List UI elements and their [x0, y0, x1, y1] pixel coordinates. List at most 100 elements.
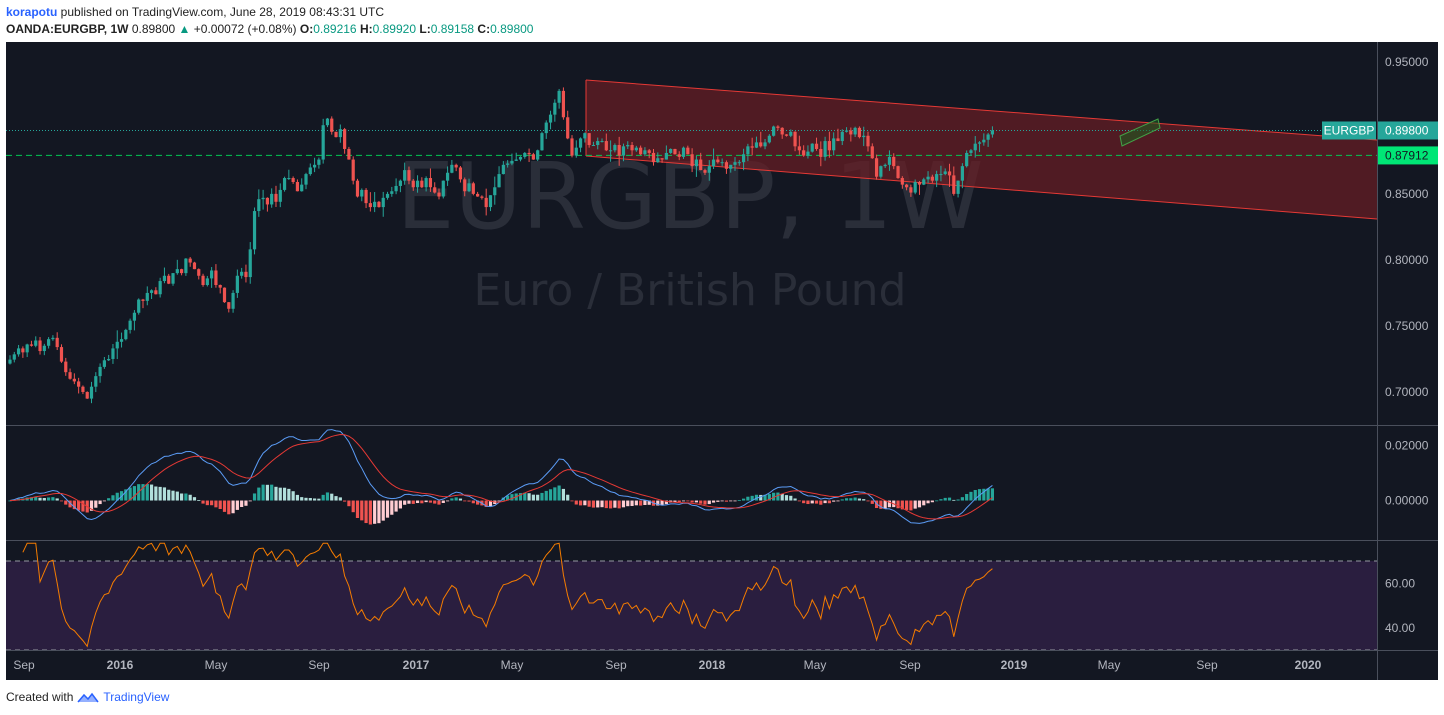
candle[interactable] — [51, 335, 55, 341]
candle[interactable] — [862, 126, 866, 147]
candle[interactable] — [317, 157, 321, 169]
candle[interactable] — [184, 258, 188, 276]
candle[interactable] — [180, 268, 184, 276]
candle[interactable] — [716, 156, 720, 164]
candle[interactable] — [424, 176, 428, 192]
candle[interactable] — [132, 310, 137, 331]
candle[interactable] — [89, 381, 94, 404]
candle[interactable] — [321, 118, 325, 164]
candle[interactable] — [467, 178, 471, 193]
candle[interactable] — [55, 332, 59, 350]
candle[interactable] — [162, 267, 167, 284]
candle[interactable] — [806, 145, 810, 159]
candle[interactable] — [523, 151, 527, 159]
candle[interactable] — [240, 267, 244, 279]
candle[interactable] — [930, 174, 934, 183]
candle[interactable] — [823, 136, 827, 161]
candle[interactable] — [870, 143, 874, 159]
candle[interactable] — [330, 116, 334, 135]
candle[interactable] — [763, 139, 767, 150]
candle[interactable] — [750, 137, 754, 156]
candle[interactable] — [793, 131, 797, 152]
candle[interactable] — [167, 273, 171, 285]
candle[interactable] — [480, 195, 484, 200]
candle[interactable] — [231, 290, 235, 313]
candle[interactable] — [965, 150, 969, 168]
candle[interactable] — [72, 373, 76, 385]
candle[interactable] — [137, 298, 141, 315]
candle[interactable] — [428, 168, 433, 192]
candle[interactable] — [420, 177, 424, 189]
candle[interactable] — [227, 301, 231, 313]
candle[interactable] — [694, 155, 698, 177]
candle[interactable] — [896, 165, 900, 179]
candle[interactable] — [201, 273, 205, 287]
candle[interactable] — [102, 357, 106, 369]
candle[interactable] — [38, 337, 42, 355]
candle[interactable] — [261, 189, 265, 210]
candle[interactable] — [308, 163, 312, 176]
candle[interactable] — [754, 136, 759, 149]
candle[interactable] — [651, 148, 656, 166]
candle[interactable] — [21, 346, 25, 358]
candle[interactable] — [68, 368, 72, 380]
candle[interactable] — [145, 286, 149, 306]
candle[interactable] — [171, 273, 175, 286]
author-name[interactable]: korapotu — [6, 5, 58, 19]
candle[interactable] — [385, 191, 390, 200]
candle[interactable] — [445, 166, 450, 186]
candle[interactable] — [291, 176, 295, 184]
candle[interactable] — [784, 134, 789, 137]
candle[interactable] — [926, 171, 930, 184]
candle[interactable] — [647, 148, 651, 159]
candle[interactable] — [544, 120, 548, 139]
candle[interactable] — [368, 192, 372, 212]
candle[interactable] — [759, 131, 763, 148]
candle[interactable] — [252, 207, 257, 255]
candle[interactable] — [789, 129, 793, 138]
candle[interactable] — [514, 152, 518, 161]
candle[interactable] — [394, 178, 398, 195]
candle[interactable] — [634, 145, 638, 152]
candle[interactable] — [347, 146, 351, 160]
candle[interactable] — [119, 332, 124, 348]
candle[interactable] — [59, 344, 64, 363]
candle[interactable] — [939, 165, 943, 182]
candle[interactable] — [617, 136, 621, 166]
candle[interactable] — [690, 148, 694, 173]
candle[interactable] — [943, 168, 947, 176]
candle[interactable] — [218, 284, 222, 294]
candle[interactable] — [557, 88, 561, 109]
candle[interactable] — [300, 178, 304, 192]
candle[interactable] — [85, 391, 89, 399]
candle[interactable] — [154, 287, 158, 295]
candle[interactable] — [304, 172, 308, 190]
candle[interactable] — [922, 177, 926, 186]
candle[interactable] — [158, 277, 162, 298]
candle[interactable] — [115, 330, 119, 360]
candle[interactable] — [29, 340, 34, 347]
candle[interactable] — [746, 143, 750, 162]
candle[interactable] — [621, 143, 626, 162]
candle[interactable] — [772, 125, 776, 137]
candle[interactable] — [501, 161, 505, 175]
candle[interactable] — [844, 127, 849, 133]
candle[interactable] — [411, 178, 415, 191]
candle[interactable] — [570, 135, 574, 158]
candle[interactable] — [34, 336, 38, 348]
candle[interactable] — [724, 160, 729, 174]
candle[interactable] — [874, 154, 879, 180]
candle[interactable] — [814, 137, 819, 151]
candle[interactable] — [969, 148, 973, 156]
candle[interactable] — [892, 153, 896, 170]
macd-panel[interactable] — [8, 429, 995, 525]
candle[interactable] — [527, 148, 531, 163]
candle[interactable] — [935, 170, 939, 188]
candle[interactable] — [188, 257, 192, 267]
candle[interactable] — [270, 188, 274, 208]
candle[interactable] — [986, 132, 990, 147]
candle[interactable] — [703, 168, 707, 175]
candle[interactable] — [77, 377, 81, 394]
candle[interactable] — [124, 328, 128, 341]
candle[interactable] — [407, 166, 411, 185]
